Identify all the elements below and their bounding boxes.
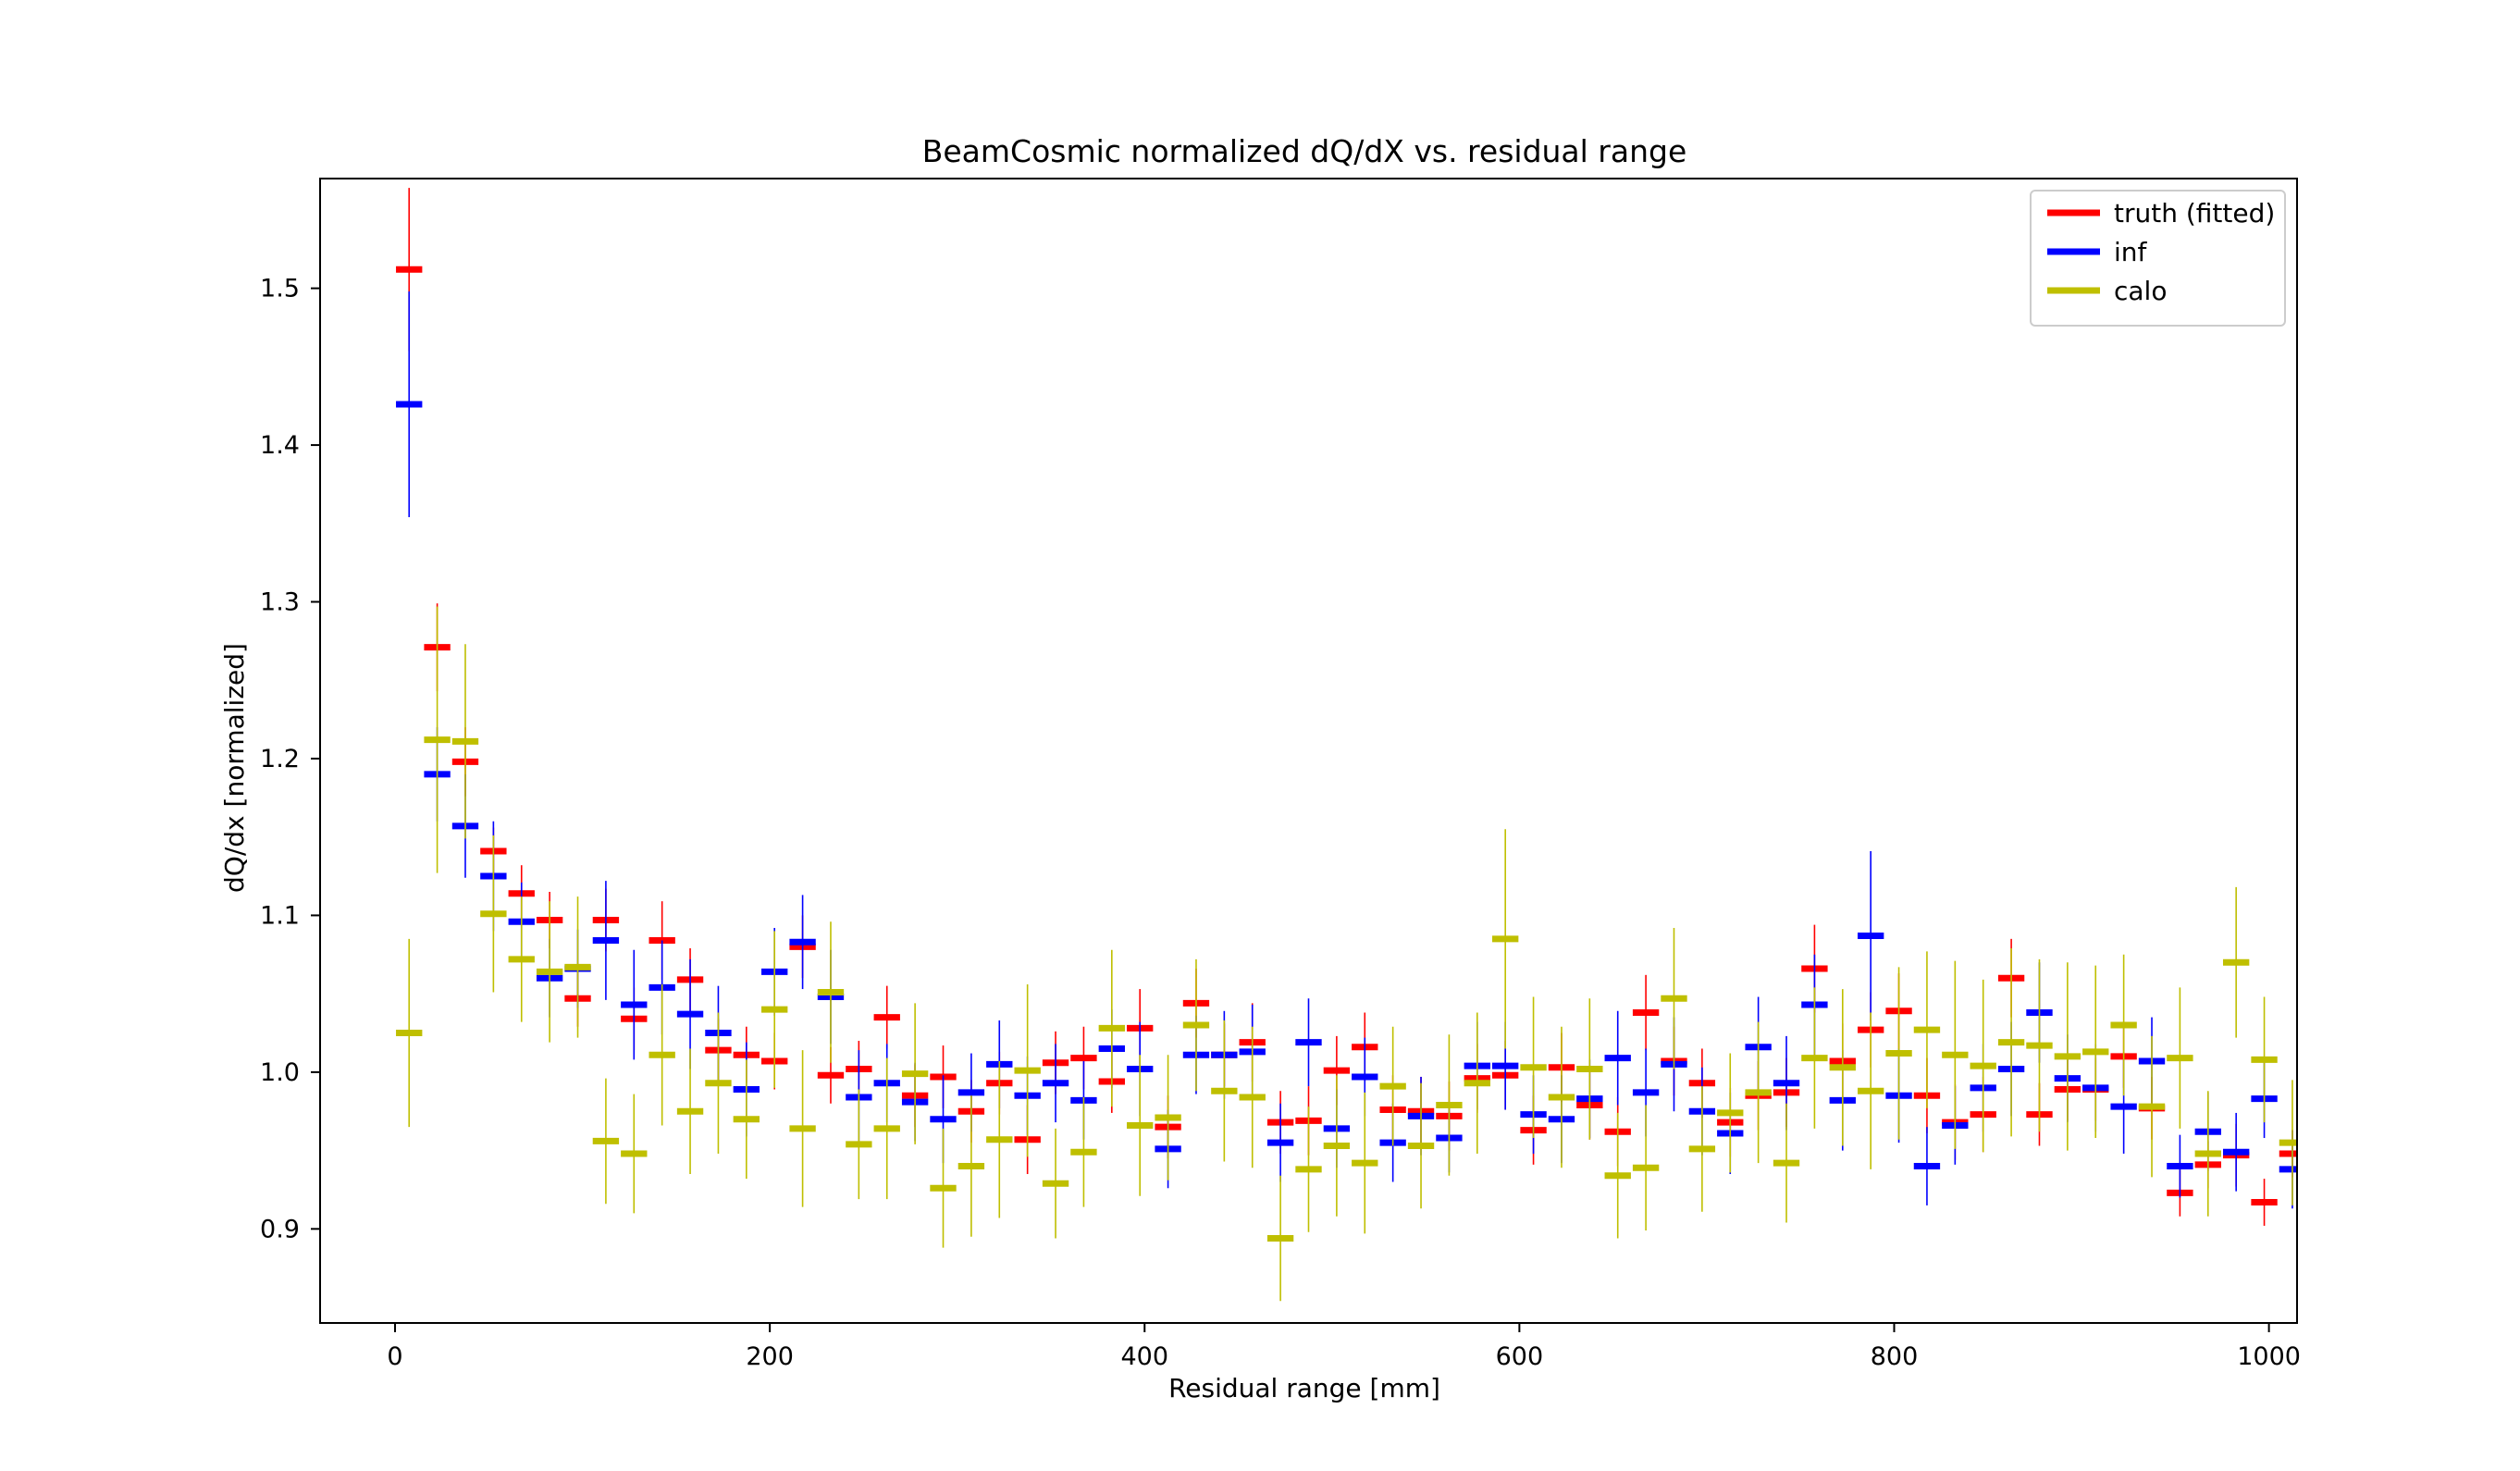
x-tick-label: 400 [1120,1342,1168,1371]
y-tick-label: 1.5 [260,275,300,303]
legend-entry: calo [2114,276,2167,306]
y-axis-label: dQ/dx [normalized] [219,643,250,893]
x-tick-label: 600 [1496,1342,1544,1371]
axis-ticks: 0 200 400 600 800 1000 0.9 1.0 1.1 1.2 1.3 1.4 1.5 [260,275,2301,1371]
legend-entry: truth (fitted) [2114,198,2275,229]
y-tick-label: 1.0 [260,1058,300,1087]
axes-frame [319,178,2298,1324]
legend: truth (fitted) inf calo [2030,190,2286,327]
series-calo [396,606,2297,1302]
x-tick-label: 800 [1871,1342,1919,1371]
y-tick-label: 1.2 [260,745,300,773]
x-tick-label: 200 [746,1342,794,1371]
y-tick-label: 0.9 [260,1215,300,1243]
y-tick-label: 1.3 [260,588,300,617]
y-tick-label: 1.1 [260,901,300,930]
x-axis-label: Residual range [mm] [1168,1373,1440,1403]
x-tick-label: 1000 [2237,1342,2301,1371]
x-tick-label: 0 [387,1342,402,1371]
plot-area [396,188,2297,1302]
chart-title: BeamCosmic normalized dQ/dX vs. residual… [922,133,1687,169]
y-tick-label: 1.4 [260,431,300,460]
legend-entry: inf [2114,237,2148,267]
